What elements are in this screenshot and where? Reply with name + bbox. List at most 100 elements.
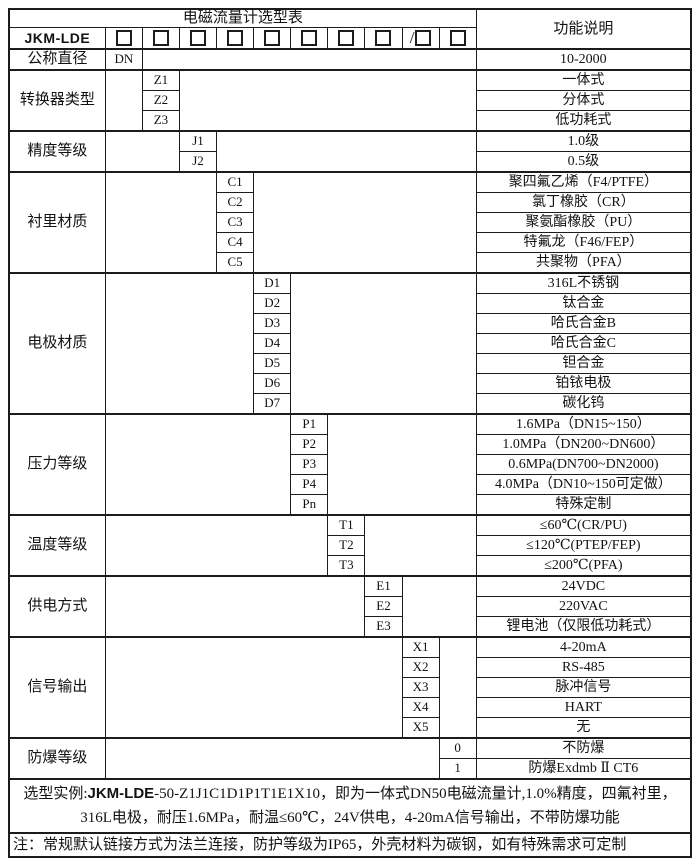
desc-cell: 特殊定制 <box>475 494 692 516</box>
checkbox-icon <box>264 30 281 47</box>
desc-cell: 4.0MPa（DN10~150可定做） <box>475 474 692 496</box>
spacer-cell <box>104 636 403 739</box>
code-cell: J2 <box>178 151 218 173</box>
code-cell: Pn <box>290 494 329 516</box>
group-label-electrode-material: 电极材质 <box>8 272 106 415</box>
code-cell: D5 <box>253 353 292 375</box>
desc-cell: 铂铱电极 <box>475 373 692 395</box>
spacer-cell <box>104 171 218 274</box>
desc-cell: 不防爆 <box>475 737 692 760</box>
desc-cell: 碳化钨 <box>475 393 692 415</box>
desc-cell: 一体式 <box>475 69 692 92</box>
checkbox-icon <box>375 30 392 47</box>
desc-cell: 0.6MPa(DN700~DN2000) <box>475 454 692 476</box>
spacer-cell <box>104 575 366 638</box>
code-cell: P1 <box>290 413 329 436</box>
example-prefix: 选型实例: <box>23 786 88 803</box>
checkbox-icon <box>115 30 132 47</box>
code-box-cell <box>438 27 477 50</box>
desc-cell: HART <box>475 697 692 719</box>
checkbox-icon <box>190 30 207 47</box>
code-box-cell <box>327 27 366 50</box>
code-box-cell <box>104 27 143 50</box>
code-cell: X2 <box>401 657 440 679</box>
function-column-header: 功能说明 <box>475 8 692 50</box>
group-label-transducer-type: 转换器类型 <box>8 69 106 132</box>
example-rest: -50-Z1J1C1D1P1T1E1X10，即为一体式DN50电磁流量计,1.0… <box>154 786 677 803</box>
code-cell: C4 <box>216 232 255 254</box>
table-title: 电磁流量计选型表 <box>8 8 477 29</box>
desc-cell: 哈氏合金B <box>475 313 692 335</box>
desc-cell: 防爆Exdmb Ⅱ CT6 <box>475 758 692 780</box>
group-label-power-supply: 供电方式 <box>8 575 106 638</box>
spacer-cell <box>104 737 440 780</box>
code-cell: J1 <box>178 130 218 153</box>
desc-cell: 1.6MPa（DN15~150） <box>475 413 692 436</box>
code-cell: 1 <box>438 758 477 780</box>
checkbox-icon <box>152 30 169 47</box>
desc-cell: 4-20mA <box>475 636 692 659</box>
group-label-signal-output: 信号输出 <box>8 636 106 739</box>
desc-cell: ≤200℃(PFA) <box>475 555 692 577</box>
spacer-cell <box>104 69 143 132</box>
spacer-cell <box>104 413 292 516</box>
code-cell: Z3 <box>141 110 180 132</box>
desc-cell: 脉冲信号 <box>475 677 692 699</box>
example-model-code: JKM-LDE <box>87 785 155 803</box>
desc-cell: 316L不锈钢 <box>475 272 692 295</box>
desc-cell: 氯丁橡胶（CR） <box>475 192 692 214</box>
selection-table: 电磁流量计选型表 功能说明 JKM-LDE / 公称直径 DN 10-2000 … <box>8 8 692 859</box>
code-cell: X1 <box>401 636 440 659</box>
spacer-cell <box>253 171 477 274</box>
code-cell: E1 <box>364 575 403 598</box>
spacer-cell <box>327 413 477 516</box>
checkbox-icon <box>449 30 466 47</box>
desc-cell: 分体式 <box>475 90 692 112</box>
code-cell: 0 <box>438 737 477 760</box>
spacer-cell <box>104 514 329 577</box>
desc-cell: RS-485 <box>475 657 692 679</box>
code-box-cell-slash: / <box>401 27 440 50</box>
spacer-cell <box>216 130 477 173</box>
slash-separator: / <box>409 28 415 48</box>
code-cell: D7 <box>253 393 292 415</box>
code-cell: T3 <box>327 555 366 577</box>
footnote: 注：常规默认链接方式为法兰连接，防护等级为IP65，外壳材料为碳钢，如有特殊需求… <box>8 832 692 858</box>
code-box-cell <box>216 27 255 50</box>
spacer-cell <box>290 272 477 415</box>
desc-cell: 220VAC <box>475 596 692 618</box>
group-label-lining-material: 衬里材质 <box>8 171 106 274</box>
code-cell: T2 <box>327 535 366 557</box>
spacer-cell <box>104 272 255 415</box>
checkbox-icon <box>415 30 432 47</box>
desc-cell: ≤120℃(PTEP/FEP) <box>475 535 692 557</box>
spacer-cell <box>178 69 477 132</box>
code-cell: P2 <box>290 434 329 456</box>
group-label-temperature-rating: 温度等级 <box>8 514 106 577</box>
desc-cell: 24VDC <box>475 575 692 598</box>
spacer-cell <box>141 48 477 71</box>
code-cell: D2 <box>253 293 292 315</box>
code-cell: P4 <box>290 474 329 496</box>
code-cell: E3 <box>364 616 403 638</box>
desc-cell: ≤60℃(CR/PU) <box>475 514 692 537</box>
desc-cell: 锂电池（仅限低功耗式） <box>475 616 692 638</box>
code-cell: D1 <box>253 272 292 295</box>
code-cell: T1 <box>327 514 366 537</box>
spacer-cell <box>364 514 477 577</box>
code-cell: P3 <box>290 454 329 476</box>
checkbox-icon <box>301 30 318 47</box>
selection-example: 选型实例:JKM-LDE-50-Z1J1C1D1P1T1E1X10，即为一体式D… <box>8 778 692 834</box>
checkbox-icon <box>227 30 244 47</box>
group-label-explosion-proof: 防爆等级 <box>8 737 106 780</box>
spacer-cell <box>401 575 477 638</box>
code-cell: D3 <box>253 313 292 335</box>
code-box-cell <box>253 27 292 50</box>
code-box-cell <box>290 27 329 50</box>
spacer-cell <box>104 130 180 173</box>
code-cell: D4 <box>253 333 292 355</box>
code-box-cell <box>141 27 180 50</box>
desc-cell: 无 <box>475 717 692 739</box>
code-box-cell <box>364 27 403 50</box>
